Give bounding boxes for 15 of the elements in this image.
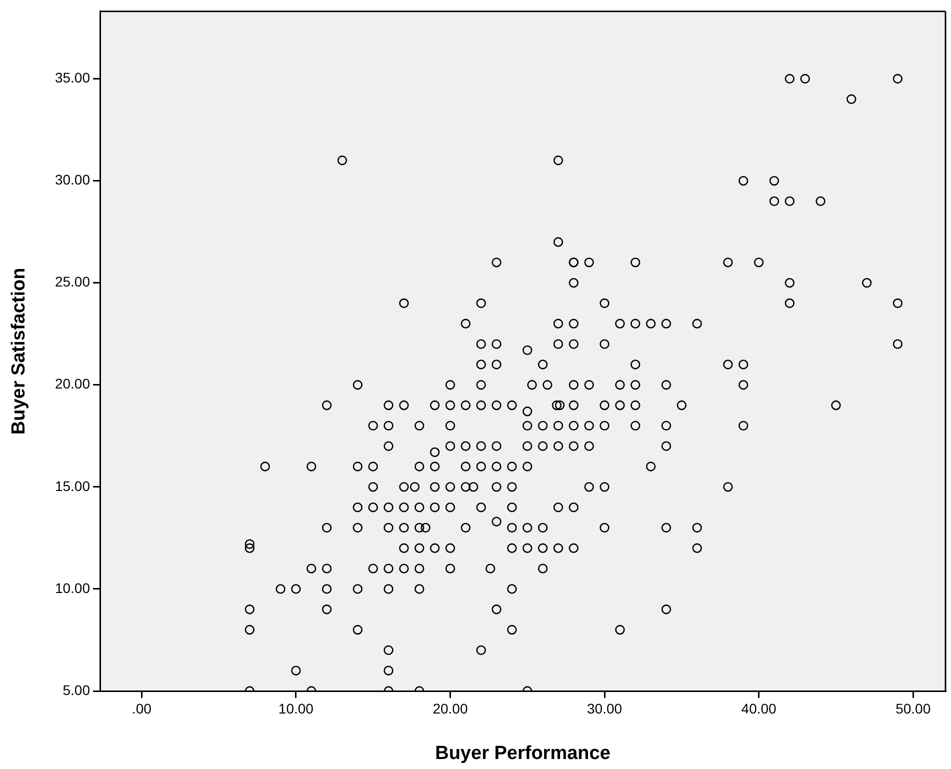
x-tick-label: 40.00 xyxy=(741,700,777,716)
x-tick-label: 20.00 xyxy=(432,700,468,716)
y-tick-label: 15.00 xyxy=(54,478,90,494)
x-tick-label: 50.00 xyxy=(896,700,931,716)
y-tick-label: 10.00 xyxy=(54,580,90,596)
x-tick-label: 30.00 xyxy=(587,700,622,716)
x-tick-label: .00 xyxy=(132,700,152,716)
x-tick-label: 10.00 xyxy=(278,700,314,716)
y-tick-label: 25.00 xyxy=(54,274,90,290)
x-axis-title: Buyer Performance xyxy=(435,742,610,764)
y-tick-label: 35.00 xyxy=(54,70,90,86)
y-tick-label: 5.00 xyxy=(62,682,90,698)
y-tick-label: 20.00 xyxy=(54,376,90,392)
y-tick-label: 30.00 xyxy=(54,172,90,188)
y-axis-title: Buyer Satisfaction xyxy=(8,268,30,435)
